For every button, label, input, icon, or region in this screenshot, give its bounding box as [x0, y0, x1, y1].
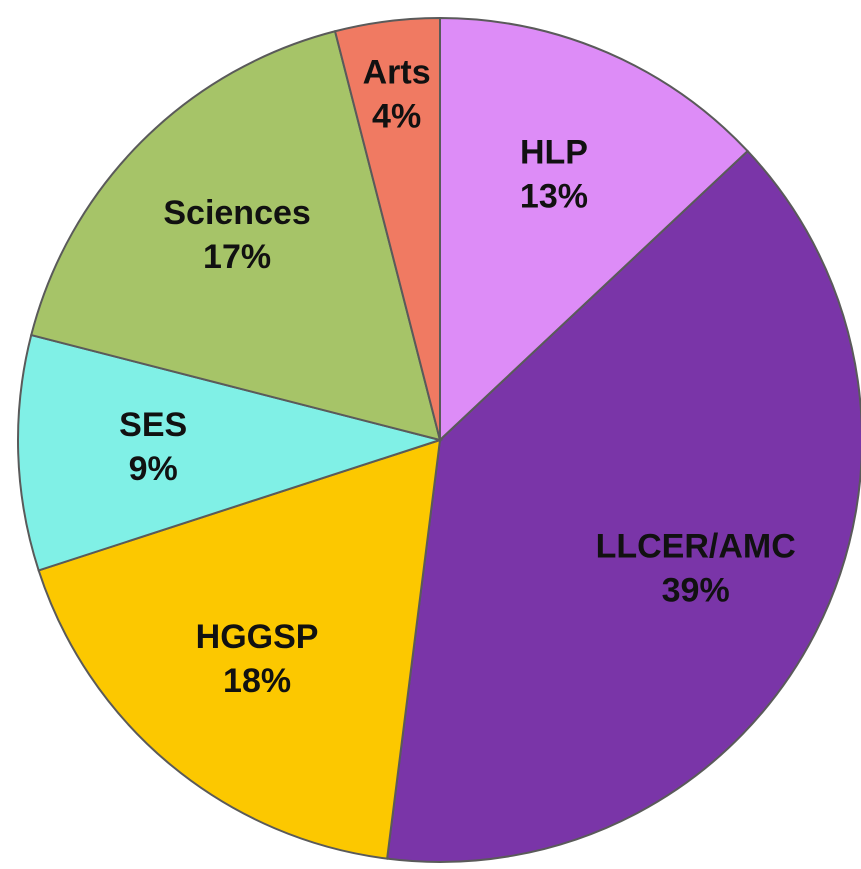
pie-slice [37, 438, 442, 860]
slice-value-label: 13% [520, 178, 588, 216]
slice-category-label: Sciences [163, 194, 310, 232]
pie-slice [17, 333, 444, 572]
pie-slice [30, 30, 442, 442]
slice-category-label: HLP [520, 134, 588, 172]
slice-category-label: LLCER/AMC [596, 527, 796, 565]
slice-value-label: 39% [662, 571, 730, 609]
slice-value-label: 4% [372, 98, 421, 136]
slice-value-label: 17% [203, 238, 271, 276]
slice-category-label: SES [119, 406, 187, 444]
pie-slice [333, 16, 441, 441]
slice-category-label: Arts [363, 54, 431, 92]
slice-value-label: 9% [129, 450, 178, 488]
slice-value-label: 18% [223, 662, 291, 700]
pie-slice [385, 149, 861, 863]
slice-category-label: HGGSP [196, 618, 319, 656]
pie-slice [439, 16, 750, 443]
